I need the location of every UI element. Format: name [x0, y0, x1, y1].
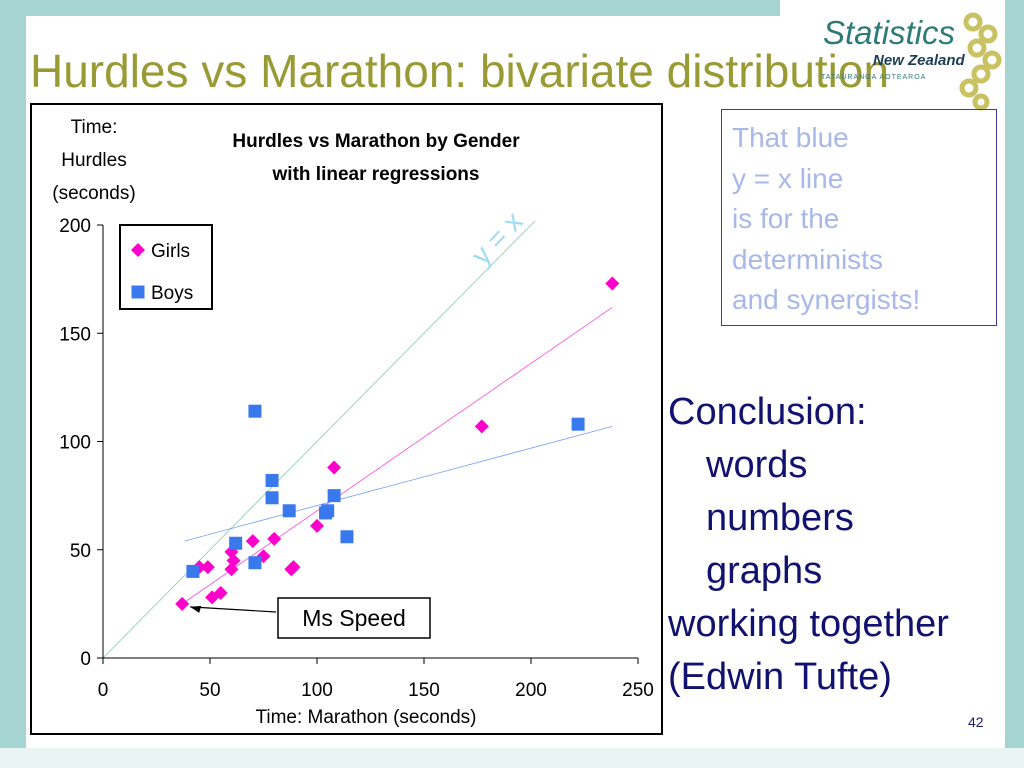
y-tick-label: 150 [59, 324, 91, 345]
data-point-boys [265, 491, 279, 505]
data-point-boys [248, 556, 262, 570]
data-point-girls [226, 553, 241, 568]
x-tick-label: 50 [199, 680, 220, 701]
conclusion-line: Conclusion: [668, 391, 867, 433]
note-line: is for the [732, 203, 840, 234]
chart-frame: Hurdles vs Marathon by Gender with linear… [30, 103, 663, 735]
legend-label: Girls [151, 241, 190, 262]
y-axis-label-line: (seconds) [52, 183, 135, 204]
regression-line-boys [184, 425, 613, 542]
decorative-band-right [1005, 0, 1024, 768]
note-line: That blue [732, 122, 849, 153]
y-axis-label-line: Hurdles [61, 150, 126, 171]
logo-maori-text: TATAURANGA AOTEAROA [821, 74, 927, 81]
slide-title: Hurdles vs Marathon: bivariate distribut… [30, 45, 890, 97]
annotation-arrow-line [190, 606, 277, 613]
logo-subtitle: New Zealand [873, 52, 965, 69]
data-point-boys [340, 530, 354, 544]
legend-marker-girls [131, 243, 145, 257]
scatter-chart: Hurdles vs Marathon by Gender with linear… [52, 117, 654, 728]
y-tick-label: 50 [70, 541, 91, 562]
note-box: That blue y = x line is for the determinist… [721, 109, 997, 326]
data-point-girls [286, 560, 301, 575]
reference-line-label: y = x [465, 206, 529, 271]
conclusion-line: words [706, 444, 808, 486]
conclusion-line: working together [668, 603, 949, 645]
y-tick-label: 100 [59, 433, 91, 454]
x-tick-label: 100 [301, 680, 333, 701]
data-point-girls [310, 518, 324, 533]
annotation-arrow-head [190, 605, 202, 613]
x-tick-label: 150 [408, 680, 440, 701]
logo-word: Statistics [823, 14, 956, 51]
note-line: y = x line [732, 162, 844, 194]
statistics-nz-logo: Statistics New Zealand TATAURANGA AOTEAR… [815, 12, 1010, 112]
data-point-girls [200, 560, 215, 575]
data-point-girls [245, 534, 260, 549]
legend-marker-boys [131, 285, 145, 299]
conclusion-text: Conclusion: words numbers graphs working tog… [668, 386, 949, 704]
data-point-boys [571, 417, 585, 431]
data-point-boys [229, 536, 243, 550]
page-number: 42 [968, 714, 984, 730]
data-point-girls [175, 596, 190, 611]
x-tick-label: 0 [98, 680, 109, 701]
decorative-band-bottom [0, 748, 1024, 768]
data-point-boys [321, 504, 335, 518]
annotation-box [277, 597, 431, 639]
data-point-boys [265, 473, 279, 487]
conclusion-line: graphs [706, 550, 823, 592]
reference-line-y-equals-x [102, 220, 536, 659]
legend-label: Boys [151, 283, 193, 304]
data-point-boys [327, 489, 341, 503]
conclusion-line: numbers [706, 497, 854, 539]
note-line: determinists [732, 243, 883, 275]
data-point-girls [213, 586, 228, 601]
regression-line-girls [181, 306, 613, 605]
y-tick-label: 200 [59, 216, 91, 237]
data-point-girls [474, 419, 489, 434]
x-tick-label: 200 [515, 680, 547, 701]
chain-link-logo-icon [959, 12, 1002, 111]
data-point-girls [267, 531, 282, 546]
data-point-boys [248, 404, 262, 418]
chart-title-line: with linear regressions [272, 164, 480, 185]
y-axis-label-line: Time: [71, 117, 118, 138]
chart-title-line: Hurdles vs Marathon by Gender [232, 131, 520, 152]
x-tick-label: 250 [622, 680, 654, 701]
y-tick-label: 0 [80, 649, 91, 670]
x-axis-label: Time: Marathon (seconds) [255, 707, 476, 728]
data-point-girls [327, 460, 342, 475]
decorative-band-left [0, 0, 26, 768]
note-line: and synergists! [732, 284, 921, 315]
data-point-girls [605, 276, 620, 291]
data-point-boys [186, 564, 200, 578]
annotation-text: Ms Speed [302, 605, 406, 631]
decorative-band-top [0, 0, 780, 16]
data-point-boys [282, 504, 296, 518]
conclusion-line: (Edwin Tufte) [668, 656, 892, 698]
